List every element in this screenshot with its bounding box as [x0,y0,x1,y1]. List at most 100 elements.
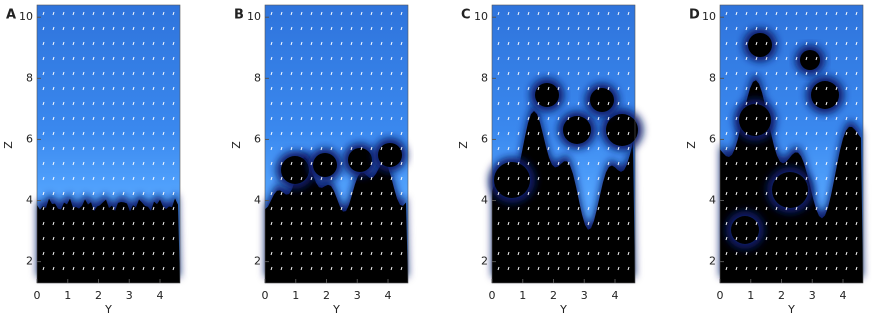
velocity-arrow [142,41,145,46]
velocity-arrow [310,26,313,31]
velocity-arrow [380,251,383,256]
velocity-arrow [785,86,788,91]
velocity-arrow [270,26,273,31]
velocity-arrow [390,131,393,136]
velocity-arrow [755,161,758,166]
velocity-arrow [172,221,175,226]
velocity-arrow [62,251,65,256]
velocity-arrow [497,161,500,166]
velocity-arrow [152,176,155,181]
velocity-arrow [795,56,798,61]
velocity-arrow [82,116,85,121]
velocity-arrow [310,86,313,91]
velocity-arrow [517,131,520,136]
velocity-arrow [577,41,580,46]
velocity-arrow [380,221,383,226]
x-tick-label: 2 [95,289,102,302]
velocity-arrow [132,236,135,241]
velocity-arrow [537,116,540,121]
y-tick-label: 8 [481,71,488,84]
plume [313,153,337,177]
velocity-arrow [112,116,115,121]
velocity-arrow [350,146,353,151]
velocity-arrow [557,101,560,106]
velocity-arrow [497,101,500,106]
velocity-arrow [815,146,818,151]
velocity-arrow [597,206,600,211]
velocity-arrow [42,161,45,166]
velocity-arrow [795,191,798,196]
velocity-arrow [142,221,145,226]
velocity-arrow [320,41,323,46]
velocity-arrow [517,116,520,121]
velocity-arrow [172,191,175,196]
velocity-arrow [360,26,363,31]
velocity-arrow [42,221,45,226]
velocity-arrow [557,71,560,76]
velocity-arrow [280,221,283,226]
velocity-arrow [340,116,343,121]
velocity-arrow [300,71,303,76]
velocity-arrow [330,251,333,256]
velocity-arrow [62,191,65,196]
plume [800,50,820,70]
velocity-arrow [745,236,748,241]
velocity-arrow [587,161,590,166]
velocity-arrow [597,71,600,76]
velocity-arrow [112,146,115,151]
velocity-arrow [587,146,590,151]
velocity-arrow [815,176,818,181]
velocity-arrow [567,56,570,61]
velocity-arrow [815,86,818,91]
velocity-arrow [825,251,828,256]
velocity-arrow [270,191,273,196]
velocity-arrow [835,191,838,196]
velocity-arrow [62,86,65,91]
velocity-arrow [607,161,610,166]
velocity-arrow [627,266,630,271]
velocity-arrow [340,11,343,16]
velocity-arrow [567,206,570,211]
plume [811,81,839,109]
velocity-arrow [320,236,323,241]
velocity-arrow [557,236,560,241]
velocity-arrow [835,251,838,256]
velocity-arrow [497,206,500,211]
velocity-arrow [507,56,510,61]
velocity-arrow [537,236,540,241]
velocity-arrow [795,146,798,151]
velocity-arrow [320,206,323,211]
velocity-arrow [92,26,95,31]
velocity-arrow [517,56,520,61]
velocity-arrow [627,191,630,196]
velocity-arrow [785,116,788,121]
velocity-arrow [162,116,165,121]
velocity-arrow [805,86,808,91]
velocity-arrow [775,206,778,211]
velocity-arrow [527,236,530,241]
velocity-arrow [72,146,75,151]
velocity-arrow [270,41,273,46]
velocity-arrow [855,116,858,121]
velocity-arrow [290,266,293,271]
velocity-arrow [72,86,75,91]
velocity-arrow [725,101,728,106]
velocity-arrow [497,116,500,121]
velocity-arrow [350,191,353,196]
velocity-arrow [855,176,858,181]
velocity-arrow [92,176,95,181]
velocity-arrow [122,266,125,271]
velocity-arrow [517,101,520,106]
velocity-arrow [330,266,333,271]
velocity-arrow [360,191,363,196]
velocity-arrow [370,101,373,106]
velocity-arrow [745,11,748,16]
velocity-arrow [300,41,303,46]
velocity-arrow [745,71,748,76]
velocity-arrow [52,206,55,211]
velocity-arrow [815,161,818,166]
velocity-arrow [340,161,343,166]
velocity-arrow [172,56,175,61]
velocity-arrow [82,56,85,61]
